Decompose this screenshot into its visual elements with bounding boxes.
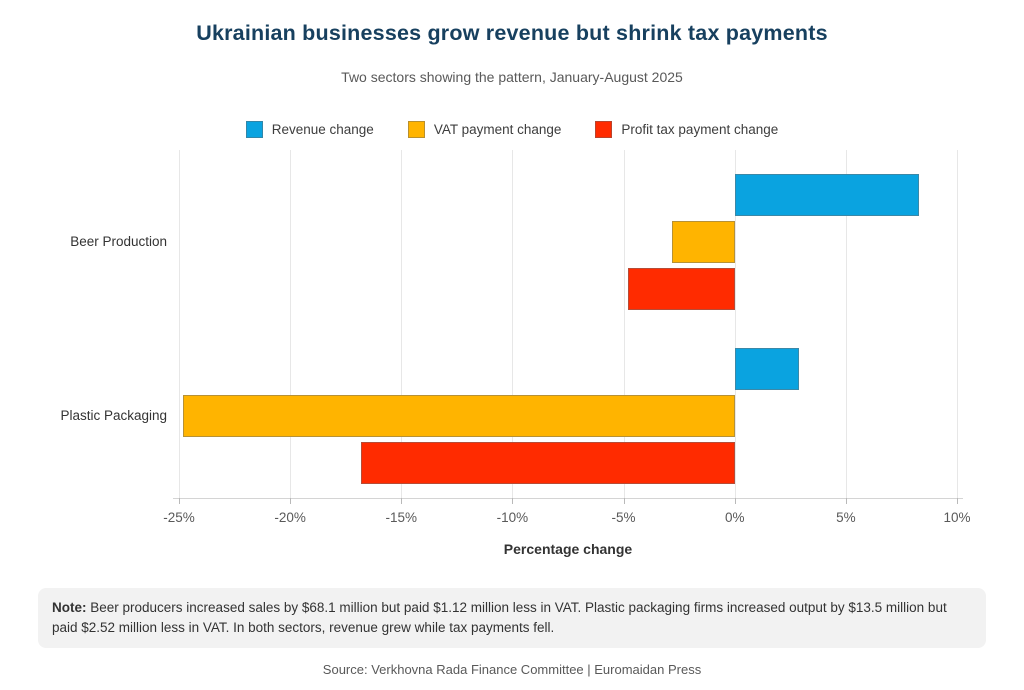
legend-item-1: Revenue change bbox=[245, 121, 374, 138]
gridline bbox=[179, 150, 180, 498]
gridline bbox=[957, 150, 958, 498]
x-tick-label: 0% bbox=[724, 510, 745, 525]
tick-mark bbox=[290, 498, 292, 504]
gridline bbox=[734, 150, 736, 498]
tick-mark bbox=[957, 498, 958, 504]
bar-beer-production-1 bbox=[734, 174, 920, 216]
x-axis-line bbox=[173, 498, 963, 499]
plot-area: -25% -20% -15% -10% -5% 0% 5% 10% Beer Productio… bbox=[60, 150, 971, 525]
category-label: Beer Production bbox=[70, 233, 167, 249]
note-text: Beer producers increased sales by $68.1 … bbox=[52, 600, 947, 635]
bar-beer-production-2 bbox=[672, 221, 735, 263]
gridline bbox=[401, 150, 403, 498]
bar-beer-production-3 bbox=[628, 268, 735, 310]
bar-plastic-packaging-3 bbox=[361, 442, 735, 484]
x-tick-label: 5% bbox=[836, 510, 856, 525]
tick-mark bbox=[845, 498, 847, 504]
chart-subtitle: Two sectors showing the pattern, January… bbox=[341, 69, 683, 85]
x-tick-label: -20% bbox=[274, 510, 306, 525]
legend-swatch-icon bbox=[407, 121, 425, 138]
tick-mark bbox=[512, 498, 514, 504]
gridline bbox=[290, 150, 292, 498]
category-label: Plastic Packaging bbox=[60, 407, 167, 423]
legend-swatch-icon bbox=[245, 121, 263, 138]
gridline bbox=[623, 150, 625, 498]
chart-title: Ukrainian businesses grow revenue but sh… bbox=[196, 21, 828, 45]
bar-plastic-packaging-2 bbox=[183, 395, 735, 437]
legend-label: Profit tax payment change bbox=[621, 122, 779, 137]
source-line: Source: Verkhovna Rada Finance Committee… bbox=[322, 662, 702, 677]
bar-plastic-packaging-1 bbox=[734, 348, 800, 390]
gridline bbox=[845, 150, 847, 498]
note-label: Note: bbox=[52, 600, 87, 615]
gridline bbox=[512, 150, 514, 498]
x-tick-label: 10% bbox=[943, 510, 971, 525]
legend-label: VAT payment change bbox=[433, 122, 562, 137]
x-tick-label: -25% bbox=[163, 510, 195, 525]
legend-item-2: VAT payment change bbox=[407, 121, 562, 138]
tick-mark bbox=[734, 498, 736, 504]
note-box: Note: Beer producers increased sales by … bbox=[38, 588, 986, 648]
x-tick-label: -10% bbox=[496, 510, 529, 525]
tick-mark bbox=[401, 498, 403, 504]
legend: Revenue change VAT payment change Profit t… bbox=[0, 121, 1024, 138]
x-tick-label: -15% bbox=[385, 510, 418, 525]
legend-swatch-icon bbox=[595, 121, 613, 138]
legend-item-3: Profit tax payment change bbox=[595, 121, 778, 138]
tick-mark bbox=[623, 498, 625, 504]
x-tick-label: -5% bbox=[611, 510, 636, 525]
tick-mark bbox=[179, 498, 180, 504]
x-axis-label: Percentage change bbox=[503, 541, 633, 557]
legend-label: Revenue change bbox=[271, 122, 374, 137]
